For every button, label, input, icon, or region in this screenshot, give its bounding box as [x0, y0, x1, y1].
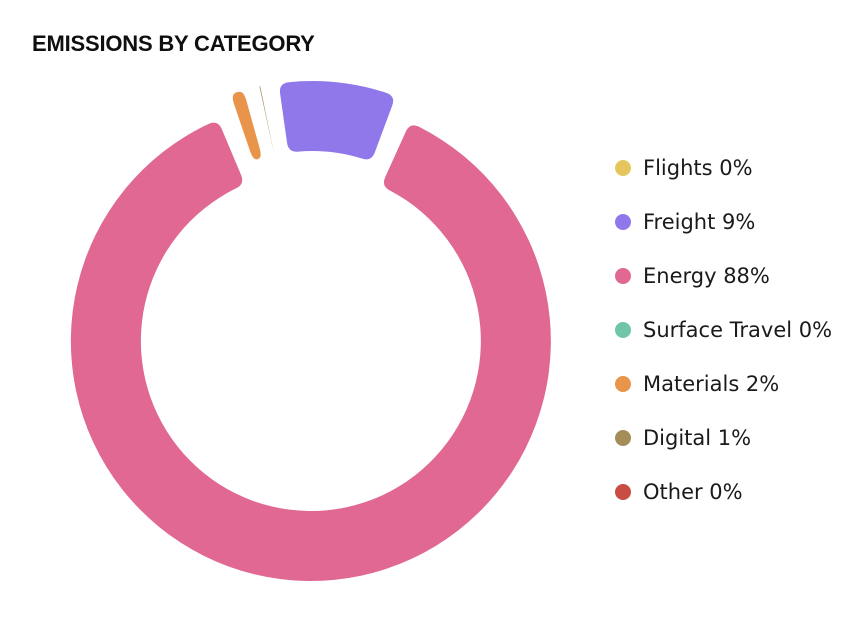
slice-freight[interactable] — [279, 81, 394, 160]
legend-swatch — [615, 160, 631, 176]
legend-item-digital[interactable]: Digital 1% — [615, 411, 832, 465]
chart-title: EMISSIONS BY CATEGORY — [32, 31, 315, 56]
legend-swatch — [615, 430, 631, 446]
legend-label: Flights 0% — [643, 155, 753, 180]
legend-label: Other 0% — [643, 479, 743, 504]
legend-item-freight[interactable]: Freight 9% — [615, 195, 832, 249]
legend-label: Materials 2% — [643, 371, 780, 396]
chart-legend: Flights 0% Freight 9% Energy 88% Surface Tr… — [615, 141, 832, 519]
legend-item-flights[interactable]: Flights 0% — [615, 141, 832, 195]
legend-label: Freight 9% — [643, 209, 756, 234]
legend-item-other[interactable]: Other 0% — [615, 465, 832, 519]
legend-swatch — [615, 214, 631, 230]
legend-swatch — [615, 268, 631, 284]
legend-swatch — [615, 376, 631, 392]
slice-digital[interactable] — [259, 86, 275, 155]
legend-item-energy[interactable]: Energy 88% — [615, 249, 832, 303]
legend-swatch — [615, 322, 631, 338]
legend-label: Digital 1% — [643, 425, 752, 450]
legend-label: Energy 88% — [643, 263, 770, 288]
slice-energy[interactable] — [70, 122, 551, 582]
legend-label: Surface Travel 0% — [643, 317, 833, 342]
slice-materials[interactable] — [232, 91, 261, 160]
legend-item-surface-travel[interactable]: Surface Travel 0% — [615, 303, 832, 357]
legend-swatch — [615, 484, 631, 500]
legend-item-materials[interactable]: Materials 2% — [615, 357, 832, 411]
